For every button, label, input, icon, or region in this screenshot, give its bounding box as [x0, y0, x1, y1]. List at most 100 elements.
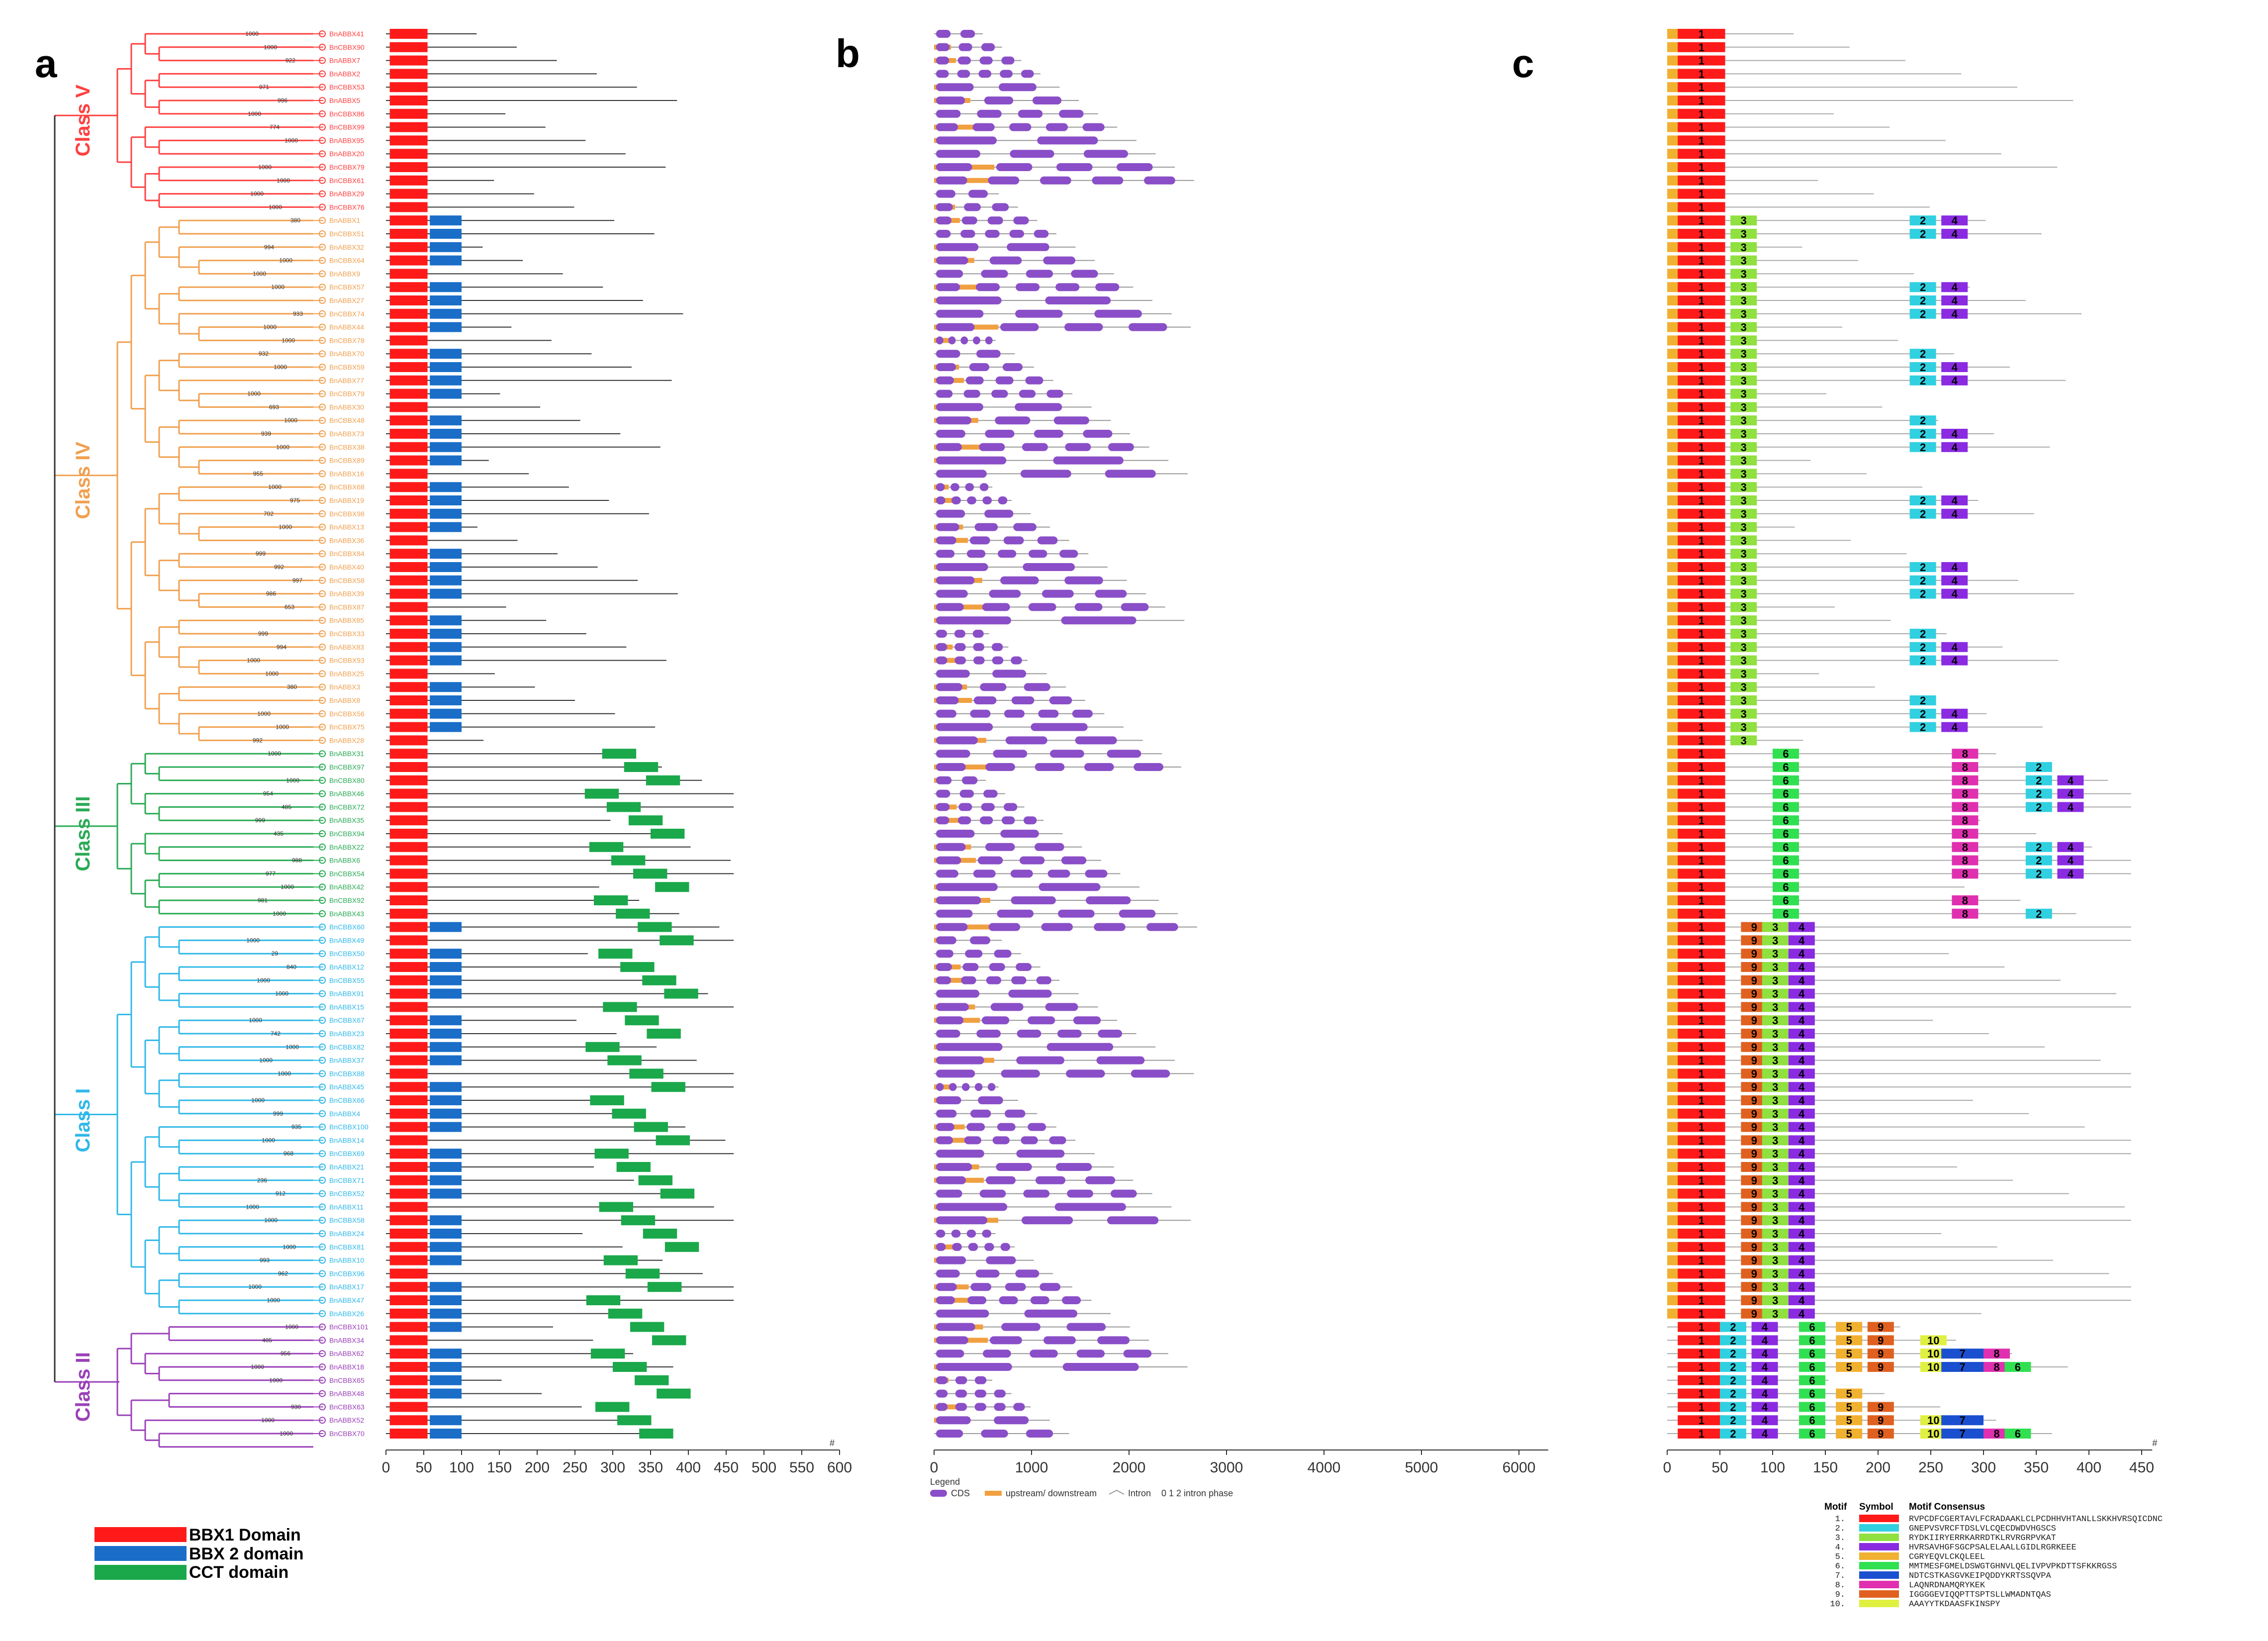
- domain-architecture-panel: [386, 29, 734, 1439]
- cct-domain: [611, 855, 646, 866]
- cds-exon: [985, 430, 1015, 438]
- motif-box: [1730, 442, 1757, 452]
- motif-box: [1678, 1108, 1725, 1119]
- motif-box: [1730, 522, 1757, 532]
- motif-box: [1773, 802, 1799, 812]
- motif-box: [1741, 1042, 1768, 1052]
- motif-number: 2: [1730, 1321, 1736, 1334]
- motif-box: [1751, 1388, 1778, 1399]
- motif-number: 3: [1772, 934, 1778, 947]
- leaf-marker: [319, 1403, 326, 1411]
- motif-box: [1720, 1402, 1746, 1412]
- motif-box: [1678, 96, 1725, 105]
- motif-box: [1678, 1282, 1725, 1292]
- motif-box: [1678, 308, 1725, 319]
- bbx1-domain: [389, 215, 428, 226]
- gene-name: BnABBX37: [329, 1057, 364, 1064]
- motif-box: [1762, 1215, 1789, 1226]
- motif-box: [1678, 1002, 1725, 1012]
- motif-number: 1: [1699, 641, 1704, 654]
- motif-box: [1773, 762, 1799, 772]
- motif-box: [1741, 1122, 1768, 1132]
- motif-box: [1773, 775, 1799, 785]
- motif-box: [1909, 215, 1936, 226]
- leaf-marker: [319, 457, 326, 464]
- motif-number: 1: [1699, 961, 1704, 973]
- motif-number: 9: [1878, 1401, 1884, 1413]
- motif-number: 4: [1952, 561, 1958, 574]
- bbx2-domain: [430, 655, 462, 666]
- motif-box: [1741, 1295, 1768, 1305]
- motif-number: 5: [1846, 1321, 1852, 1334]
- cds-exon: [979, 56, 993, 65]
- motif-box: [1788, 1055, 1815, 1065]
- cct-domain: [664, 988, 698, 999]
- cds-exon: [997, 1123, 1016, 1131]
- motif-number: 9: [1751, 1121, 1757, 1134]
- motif-number: 8: [1962, 761, 1968, 773]
- motif-number: 6: [1809, 1334, 1815, 1347]
- bbx1-domain: [389, 642, 428, 652]
- bbx2-domain: [430, 1188, 462, 1199]
- cds-exon: [936, 123, 958, 131]
- gene-name: BnABBX41: [329, 30, 364, 38]
- cds-exon: [948, 336, 956, 345]
- cct-domain: [616, 1162, 651, 1172]
- cds-exon: [979, 816, 993, 825]
- motif-box: [1941, 1415, 1984, 1426]
- axis-a-tick-label: 350: [638, 1459, 663, 1476]
- bootstrap-value: 1000: [271, 284, 284, 290]
- axis-a-tick-label: 300: [600, 1459, 625, 1476]
- cds-exon: [1013, 1403, 1025, 1411]
- cds-exon: [936, 109, 961, 118]
- axis-c-tick-label: 0: [1663, 1459, 1672, 1476]
- bootstrap-value: 1000: [269, 203, 282, 210]
- cds-exon: [936, 1416, 971, 1425]
- gene-name: BnCBBX92: [329, 896, 365, 904]
- cct-domain: [657, 1388, 691, 1399]
- gene-name: BnABBX27: [329, 296, 364, 304]
- cds-exon: [979, 443, 1005, 451]
- motif-number: 4: [1952, 721, 1958, 734]
- cds-exon: [976, 1030, 1001, 1038]
- class-label: Class III: [72, 796, 94, 871]
- motif-number: 1: [1699, 561, 1704, 574]
- motif-box: [1799, 1429, 1825, 1439]
- bootstrap-value: 1000: [280, 1430, 293, 1437]
- axis-c-tick-label: 400: [2077, 1459, 2101, 1476]
- cds-exon: [1046, 389, 1063, 398]
- motif-box: [2057, 855, 2084, 866]
- motif-box: [1788, 935, 1815, 946]
- bbx2-domain: [430, 495, 462, 505]
- gene-name: BnABBX31: [329, 750, 364, 758]
- motif-number: 1: [1699, 1374, 1704, 1387]
- motif-box: [1678, 1268, 1725, 1279]
- motif-number: 2: [1730, 1428, 1736, 1440]
- bbx2-domain: [430, 415, 462, 426]
- motif-number: 1: [1699, 1108, 1704, 1120]
- cds-exon: [994, 1416, 1029, 1425]
- cds-exon: [936, 616, 1011, 625]
- motif-box: [2057, 802, 2084, 812]
- motif-number: 1: [1699, 414, 1704, 427]
- motif-number: 9: [1751, 934, 1757, 947]
- bootstrap-value: 1000: [257, 977, 270, 984]
- bbx2-domain: [430, 1122, 462, 1132]
- motif-box: [1741, 949, 1768, 959]
- motif-box: [1867, 1335, 1894, 1346]
- motif-box: [2025, 908, 2052, 919]
- motif-number: 8: [1962, 774, 1968, 787]
- motif-box: [1741, 1215, 1768, 1226]
- motif-box: [1799, 1322, 1825, 1332]
- motif-box: [1678, 469, 1725, 479]
- motif-number: 1: [1699, 228, 1704, 240]
- motif-number: 1: [1699, 1294, 1704, 1307]
- bootstrap-value: 994: [277, 644, 286, 651]
- motif-box: [1751, 1429, 1778, 1439]
- cds-exon: [936, 683, 962, 691]
- axis-a-tick-label: 150: [487, 1459, 512, 1476]
- motif-number: 10: [1927, 1348, 1939, 1360]
- bbx1-domain: [389, 429, 428, 439]
- bbx2-domain: [430, 575, 462, 585]
- motif-number: 1: [1699, 161, 1704, 174]
